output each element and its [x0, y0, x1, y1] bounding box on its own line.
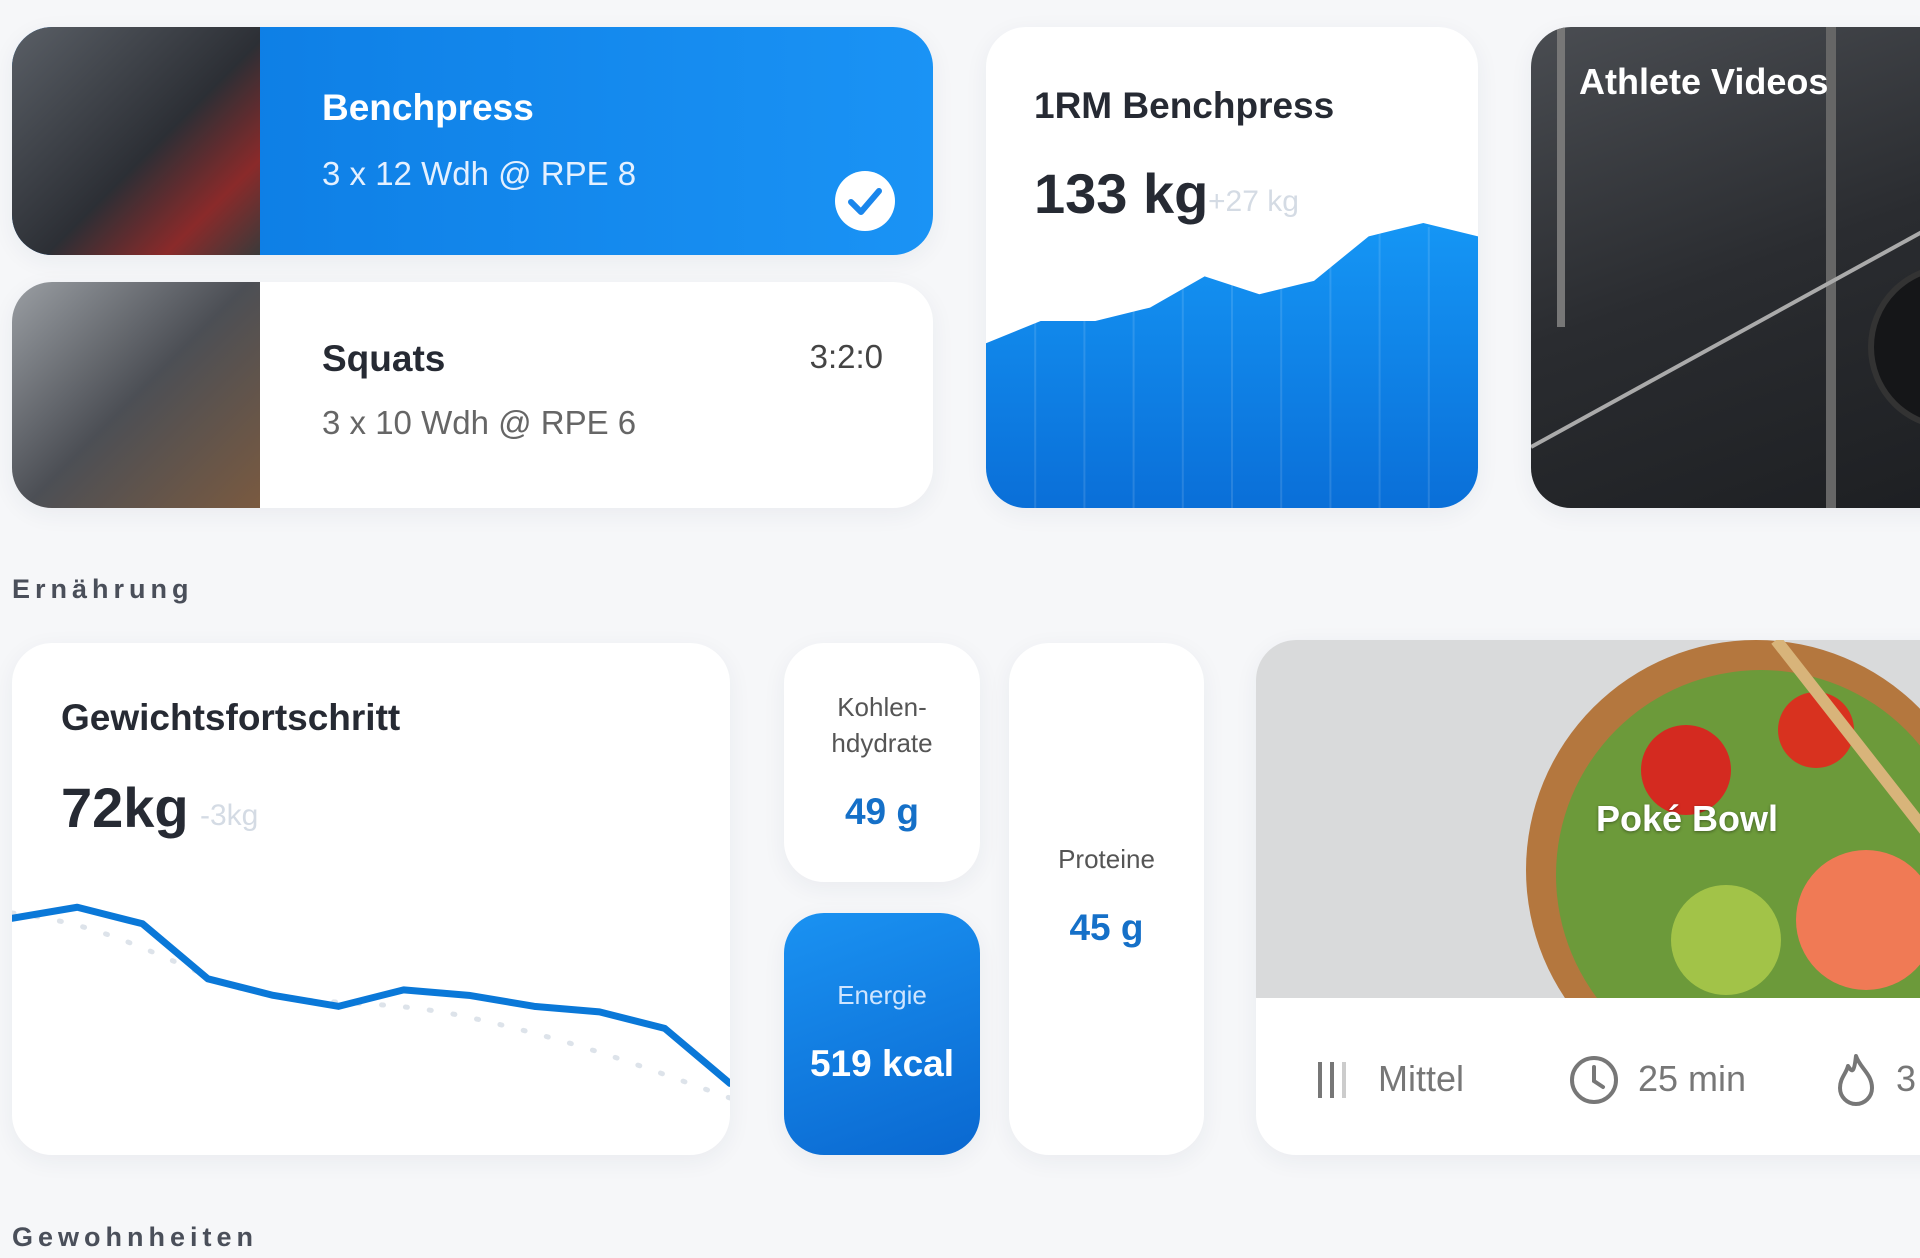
workout-photo [12, 282, 260, 508]
stat-value: 72kg [61, 776, 189, 839]
nutrient-label: Proteine [1058, 844, 1155, 874]
meal-card[interactable]: Poké Bowl Mittel 25 min 3 [1256, 640, 1920, 1155]
stat-delta: -3kg [200, 799, 259, 832]
workout-detail: 3 x 12 Wdh @ RPE 8 [322, 155, 637, 192]
video-card[interactable]: Athlete Videos [1531, 27, 1920, 508]
nutrient-card: Energie 519 kcal [784, 913, 980, 1155]
clock-icon [1570, 1056, 1618, 1104]
meal-calories: 3 [1896, 1058, 1917, 1099]
workout-card[interactable]: Benchpress 3 x 12 Wdh @ RPE 8 [12, 27, 933, 255]
meal-time: 25 min [1638, 1058, 1747, 1099]
meal-title: Poké Bowl [1596, 798, 1779, 839]
nutrient-card: Proteine 45 g [1009, 643, 1204, 1155]
difficulty-icon [1318, 1062, 1346, 1098]
check-icon[interactable] [834, 170, 896, 232]
video-title: Athlete Videos [1579, 61, 1829, 102]
trend-line [12, 910, 730, 1101]
nutrient-value: 45 g [1069, 907, 1144, 948]
workout-title: Benchpress [322, 87, 534, 128]
workout-detail: 3 x 10 Wdh @ RPE 6 [322, 404, 637, 441]
nutrient-label: Energie [837, 980, 927, 1010]
stat-value: 133 kg [1034, 162, 1209, 225]
workout-timer: 3:2:0 [809, 338, 883, 375]
section-label: Ernährung [12, 574, 194, 604]
workout-photo [12, 27, 260, 255]
area [986, 222, 1478, 508]
nutrient-label: hdydrate [831, 728, 933, 758]
nutrient-value: 519 kcal [809, 1043, 955, 1084]
meal-photo [1256, 640, 1920, 998]
line [12, 903, 730, 1087]
stat-title: 1RM Benchpress [1034, 85, 1335, 126]
workout-title: Squats [322, 338, 446, 379]
section-label: Gewohnheiten [12, 1222, 259, 1252]
nutrient-label: Kohlen- [837, 692, 927, 722]
video-photo [1531, 27, 1920, 508]
stat-card: 1RM Benchpress 133 kg +27 kg [986, 27, 1478, 508]
area-chart [986, 222, 1478, 508]
nutrient-card: Kohlen- hdydrate 49 g [784, 643, 980, 882]
meal-difficulty: Mittel [1378, 1058, 1465, 1099]
stat-delta: +27 kg [1208, 185, 1299, 218]
workout-card[interactable]: Squats 3 x 10 Wdh @ RPE 6 3:2:0 [12, 282, 933, 508]
stat-card: Gewichtsfortschritt 72kg -3kg [12, 643, 730, 1155]
flame-icon [1838, 1054, 1874, 1106]
nutrient-value: 49 g [844, 791, 920, 832]
line-chart [12, 903, 730, 1101]
stat-title: Gewichtsfortschritt [61, 697, 401, 738]
